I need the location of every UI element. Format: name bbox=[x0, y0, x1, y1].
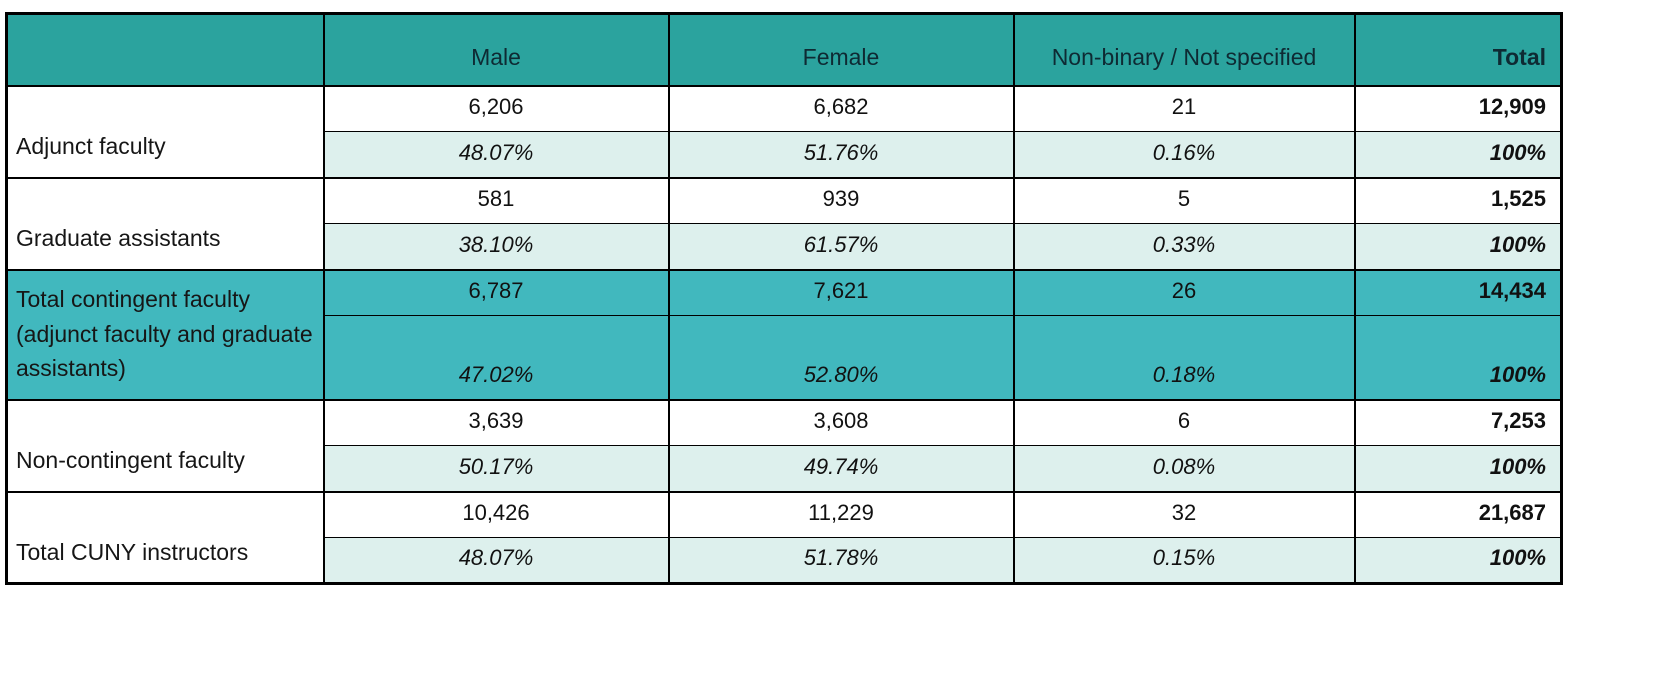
count-cell: 5 bbox=[1012, 176, 1356, 224]
total-count-cell: 7,253 bbox=[1353, 398, 1563, 446]
table-row: 48.07% 51.78% 0.15% 100% bbox=[7, 537, 1563, 585]
percent-cell: 51.78% bbox=[667, 537, 1015, 585]
header-corner-cell bbox=[5, 12, 325, 87]
table-row: 50.17% 49.74% 0.08% 100% bbox=[7, 445, 1563, 493]
header-row: Male Female Non-binary / Not specified T… bbox=[5, 12, 1563, 87]
count-cell: 6,206 bbox=[322, 84, 670, 132]
count-cell: 7,621 bbox=[667, 268, 1015, 316]
header-male: Male bbox=[322, 12, 670, 87]
header-female: Female bbox=[667, 12, 1015, 87]
total-percent-cell: 100% bbox=[1353, 131, 1563, 179]
table-row: Total CUNY instructors 10,426 11,229 32 … bbox=[5, 490, 1563, 585]
percent-cell: 49.74% bbox=[667, 445, 1015, 493]
row-label-adjunct-faculty: Adjunct faculty bbox=[5, 84, 325, 179]
percent-cell: 0.16% bbox=[1012, 131, 1356, 179]
total-count-cell: 12,909 bbox=[1353, 84, 1563, 132]
table-row: Adjunct faculty 6,206 6,682 21 12,909 bbox=[5, 84, 1563, 179]
row-label-graduate-assistants: Graduate assistants bbox=[5, 176, 325, 271]
table-row-highlight: Total contingent faculty (adjunct facult… bbox=[5, 268, 1563, 401]
table-row: Non-contingent faculty 3,639 3,608 6 7,2… bbox=[5, 398, 1563, 493]
total-percent-cell: 100% bbox=[1353, 315, 1563, 401]
percent-cell: 51.76% bbox=[667, 131, 1015, 179]
faculty-gender-table: Male Female Non-binary / Not specified T… bbox=[5, 12, 1563, 585]
count-cell: 581 bbox=[322, 176, 670, 224]
header-nonbinary: Non-binary / Not specified bbox=[1012, 12, 1356, 87]
table-row: 48.07% 51.76% 0.16% 100% bbox=[7, 131, 1563, 179]
row-label-total-cuny-instructors: Total CUNY instructors bbox=[5, 490, 325, 585]
table-row: Graduate assistants 581 939 5 1,525 bbox=[5, 176, 1563, 271]
total-count-cell: 14,434 bbox=[1353, 268, 1563, 316]
percent-cell: 0.08% bbox=[1012, 445, 1356, 493]
table-row: 38.10% 61.57% 0.33% 100% bbox=[7, 223, 1563, 271]
total-percent-cell: 100% bbox=[1353, 223, 1563, 271]
count-cell: 3,608 bbox=[667, 398, 1015, 446]
percent-cell: 38.10% bbox=[322, 223, 670, 271]
header-total: Total bbox=[1353, 12, 1563, 87]
row-label-total-contingent-faculty: Total contingent faculty (adjunct facult… bbox=[5, 268, 325, 401]
total-count-cell: 1,525 bbox=[1353, 176, 1563, 224]
count-cell: 32 bbox=[1012, 490, 1356, 538]
total-percent-cell: 100% bbox=[1353, 445, 1563, 493]
count-cell: 6,682 bbox=[667, 84, 1015, 132]
percent-cell: 61.57% bbox=[667, 223, 1015, 271]
percent-cell: 48.07% bbox=[322, 131, 670, 179]
percent-cell: 0.18% bbox=[1012, 315, 1356, 401]
count-cell: 10,426 bbox=[322, 490, 670, 538]
total-percent-cell: 100% bbox=[1353, 537, 1563, 585]
count-cell: 21 bbox=[1012, 84, 1356, 132]
row-label-non-contingent-faculty: Non-contingent faculty bbox=[5, 398, 325, 493]
total-count-cell: 21,687 bbox=[1353, 490, 1563, 538]
table-row-highlight: 47.02% 52.80% 0.18% 100% bbox=[7, 315, 1563, 401]
count-cell: 11,229 bbox=[667, 490, 1015, 538]
count-cell: 6,787 bbox=[322, 268, 670, 316]
count-cell: 3,639 bbox=[322, 398, 670, 446]
percent-cell: 52.80% bbox=[667, 315, 1015, 401]
percent-cell: 48.07% bbox=[322, 537, 670, 585]
percent-cell: 47.02% bbox=[322, 315, 670, 401]
percent-cell: 0.33% bbox=[1012, 223, 1356, 271]
count-cell: 6 bbox=[1012, 398, 1356, 446]
percent-cell: 0.15% bbox=[1012, 537, 1356, 585]
percent-cell: 50.17% bbox=[322, 445, 670, 493]
count-cell: 939 bbox=[667, 176, 1015, 224]
count-cell: 26 bbox=[1012, 268, 1356, 316]
